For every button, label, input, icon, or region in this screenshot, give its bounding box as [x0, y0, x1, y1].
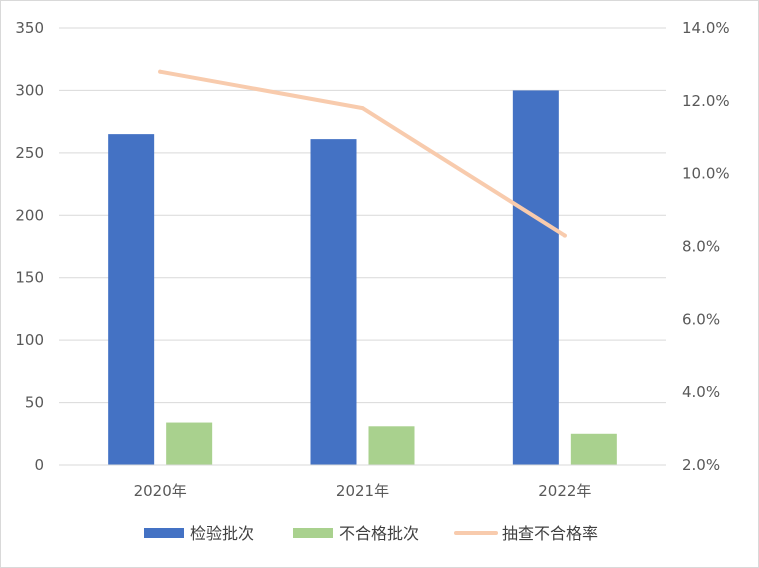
y-right-tick-label: 8.0% — [682, 238, 720, 256]
legend-label: 不合格批次 — [339, 524, 419, 543]
y-right-tick-label: 10.0% — [682, 165, 730, 183]
bar — [310, 139, 357, 465]
x-tick-label: 2020年 — [134, 482, 187, 500]
y-left-tick-label: 100 — [15, 331, 44, 349]
line-point — [360, 106, 365, 111]
y-left-tick-label: 0 — [34, 456, 44, 474]
legend-label: 检验批次 — [190, 524, 254, 543]
y-right-tick-label: 6.0% — [682, 310, 720, 328]
y-right-tick-label: 2.0% — [682, 456, 720, 474]
y-left-tick-label: 350 — [15, 19, 44, 37]
line-point — [562, 233, 567, 238]
series-line — [158, 69, 567, 238]
y-right-tick-label: 4.0% — [682, 383, 720, 401]
x-tick-label: 2021年 — [336, 482, 389, 500]
bar — [166, 422, 213, 465]
y-left-tick-label: 50 — [25, 394, 44, 412]
y-left-tick-label: 250 — [15, 144, 44, 162]
x-tick-label: 2022年 — [538, 482, 591, 500]
y-right-tick-label: 14.0% — [682, 19, 730, 37]
y-left-tick-label: 150 — [15, 269, 44, 287]
bar — [368, 426, 415, 465]
legend-swatch — [144, 528, 184, 538]
legend-swatch — [293, 528, 333, 538]
bar — [512, 90, 559, 465]
bar — [570, 433, 617, 465]
y-left-tick-label: 300 — [15, 81, 44, 99]
y-right-tick-label: 12.0% — [682, 92, 730, 110]
bar — [108, 134, 155, 465]
y-left-tick-label: 200 — [15, 206, 44, 224]
line-point — [158, 69, 163, 74]
legend-label: 抽查不合格率 — [502, 524, 598, 543]
